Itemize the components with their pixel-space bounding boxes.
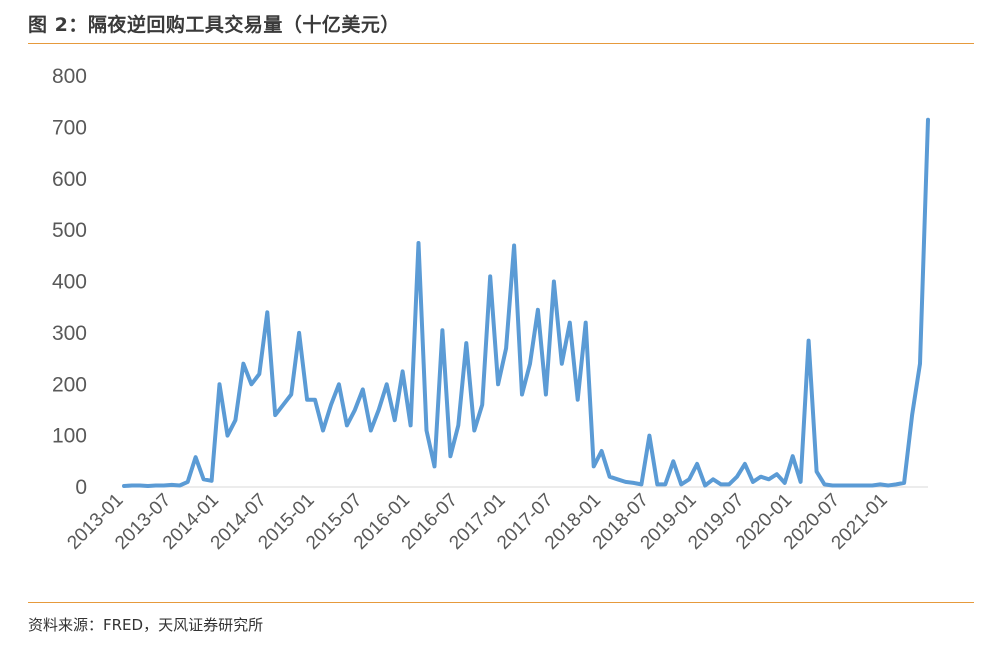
- y-tick-label: 100: [52, 425, 87, 448]
- top-divider: [28, 43, 974, 44]
- line-chart: 0 100 200 300 400 500 600 700 800 2013-012013-07…: [52, 65, 930, 554]
- y-tick-label: 700: [52, 116, 87, 139]
- series-line: [122, 117, 930, 488]
- y-tick-label: 0: [75, 476, 87, 499]
- bottom-divider: [28, 602, 974, 603]
- page-title: 图 2：隔夜逆回购工具交易量（十亿美元）: [28, 14, 400, 36]
- y-axis: 0 100 200 300 400 500 600 700 800: [52, 65, 87, 499]
- x-axis: 2013-012013-072014-012014-072015-012015-…: [63, 490, 891, 554]
- y-tick-label: 500: [52, 219, 87, 242]
- y-tick-label: 400: [52, 271, 87, 294]
- y-tick-label: 600: [52, 168, 87, 191]
- y-tick-label: 200: [52, 373, 87, 396]
- y-tick-label: 800: [52, 65, 87, 88]
- y-tick-label: 300: [52, 322, 87, 345]
- source-note: 资料来源：FRED，天风证券研究所: [28, 616, 264, 634]
- series-group: [122, 117, 930, 488]
